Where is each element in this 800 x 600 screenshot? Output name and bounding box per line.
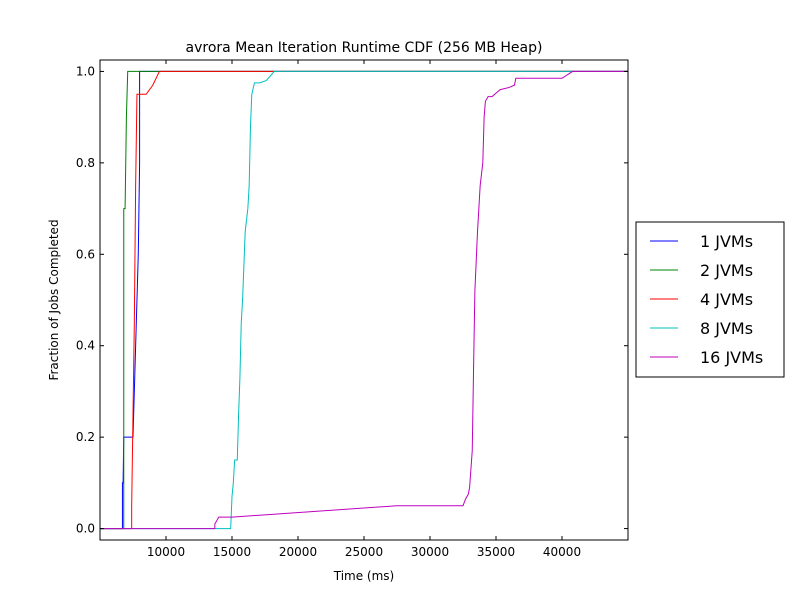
legend-label-4: 8 JVMs	[700, 319, 753, 338]
x-tick-label: 40000	[543, 545, 581, 559]
plot-area	[100, 70, 628, 530]
legend-label-2: 2 JVMs	[700, 261, 753, 280]
plot-frame	[99, 59, 629, 541]
series-line-3	[100, 70, 628, 530]
series-line-4	[100, 70, 628, 530]
x-axis-label: Time (ms)	[333, 569, 395, 583]
y-tick-label: 0.8	[76, 156, 95, 170]
x-tick-label: 25000	[345, 545, 383, 559]
chart-title: avrora Mean Iteration Runtime CDF (256 M…	[186, 40, 543, 56]
y-tick-label: 0.2	[76, 430, 95, 444]
series-line-5	[100, 70, 628, 530]
legend-label-5: 16 JVMs	[700, 348, 763, 367]
y-tick-label: 0.4	[76, 339, 95, 353]
x-tick-label: 30000	[411, 545, 449, 559]
y-axis-label: Fraction of Jobs Completed	[47, 219, 61, 380]
legend-label-3: 4 JVMs	[700, 290, 753, 309]
x-tick-label: 15000	[213, 545, 251, 559]
x-tick-label: 10000	[147, 545, 185, 559]
x-tick-label: 20000	[279, 545, 317, 559]
y-tick-label: 1.0	[76, 64, 95, 78]
x-axis: 10000 15000 20000 25000 30000 35000 40000	[147, 60, 581, 559]
legend: 1 JVMs 2 JVMs 4 JVMs 8 JVMs 16 JVMs	[635, 221, 785, 378]
y-tick-label: 0.0	[76, 522, 95, 536]
y-tick-label: 0.6	[76, 247, 95, 261]
x-tick-label: 35000	[477, 545, 515, 559]
legend-label-1: 1 JVMs	[700, 232, 753, 251]
y-axis: 0.0 0.2 0.4 0.6 0.8 1.0	[76, 64, 628, 536]
